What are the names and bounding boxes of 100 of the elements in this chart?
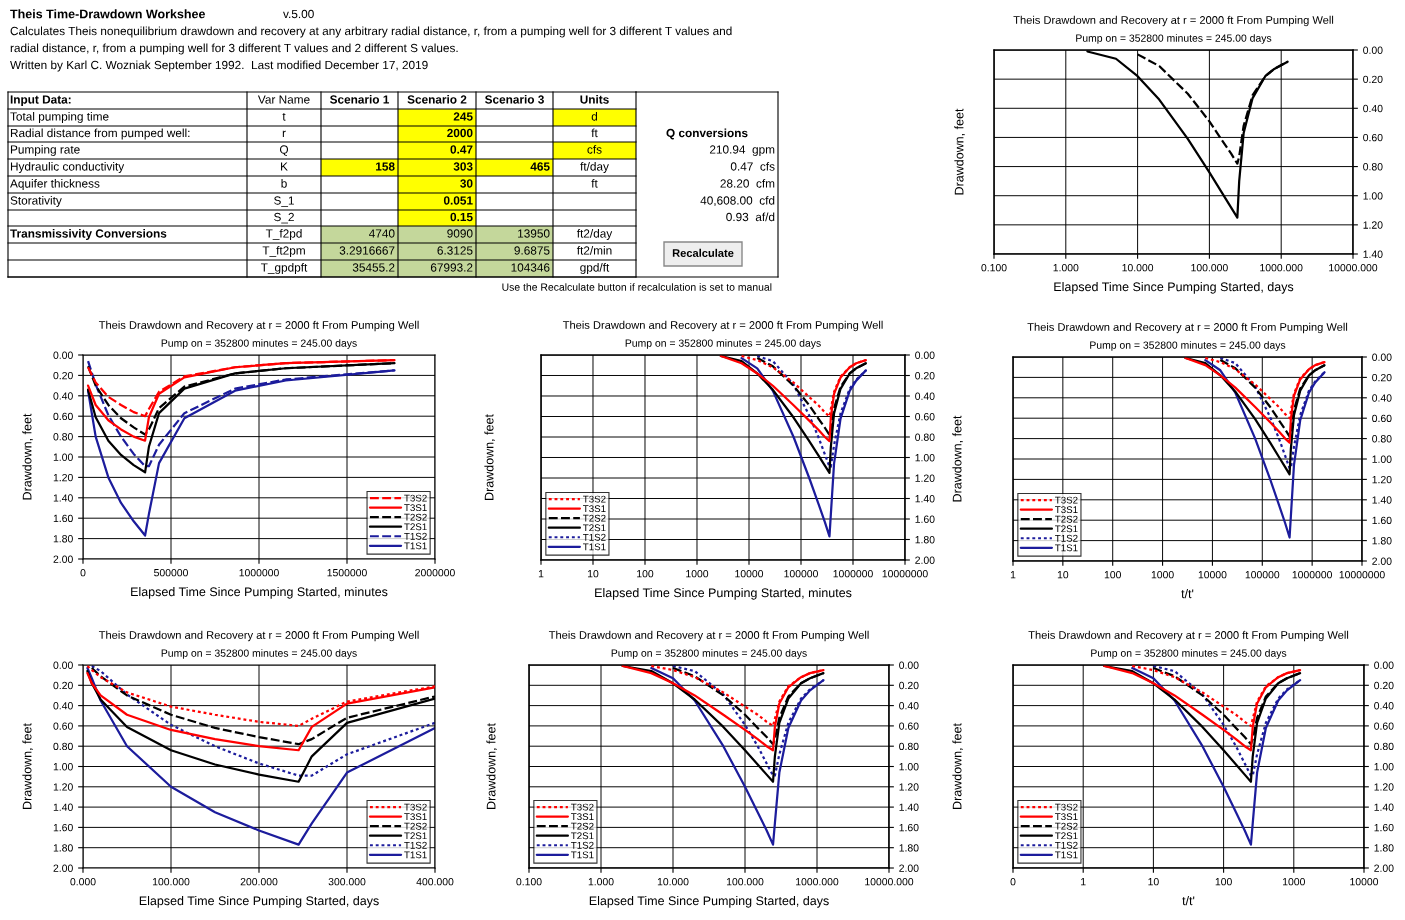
y2-tick-label: 0.20 [915,372,935,380]
x-tick-label: 1000 [1151,571,1174,579]
y-tick-label: 2.00 [53,555,73,563]
x-tick-label: 1000 [686,570,709,578]
x-axis-title: Elapsed Time Since Pumping Started, days [589,896,829,908]
y2-tick-label: 0.00 [1363,46,1383,54]
y2-tick-label: 1.20 [1363,221,1383,229]
y-tick-label: 1.20 [53,473,73,482]
legend-label: T1S2 [1055,841,1078,849]
y2-tick-label: 1.40 [1374,803,1394,811]
y2-tick-label: 0.80 [915,433,935,441]
legend-label: T2S1 [1055,525,1078,533]
y2-tick-label: 1.00 [899,763,919,771]
text: 13950 [518,229,550,238]
text: gpd/ft [580,263,610,274]
y2-tick-label: 0.60 [1363,133,1383,142]
x-tick-label: 1000000 [1292,571,1333,579]
y-tick-label: 0.00 [53,351,73,359]
text: Scenario 1 [329,95,390,104]
y2-tick-label: 2.00 [1374,864,1394,872]
x-tick-label: 1000.000 [1260,264,1303,272]
text: ft2/day [576,229,613,240]
y-axis-title: Drawdown, feet [22,723,34,809]
text: d [591,112,598,121]
text: cfs [587,145,602,154]
y2-tick-label: 1.00 [915,454,935,462]
text: 0.47 [450,145,473,154]
y2-tick-label: 1.60 [899,823,919,832]
y2-tick-label: 1.40 [915,495,935,503]
legend-label: T3S1 [1055,506,1078,514]
x-tick-label: 10 [1057,571,1069,579]
y2-tick-label: 0.20 [899,681,919,690]
text: 67993.2 [430,263,473,272]
x-tick-label: 10000000 [1339,571,1385,579]
legend-label: T3S2 [404,803,427,811]
legend-label: T2S1 [404,523,427,531]
x-tick-label: 10000 [1350,878,1379,886]
legend-label: T2S2 [1055,822,1078,830]
chart-title: Theis Drawdown and Recovery at r = 2000 ft From Pumping Well [1027,322,1348,334]
y2-tick-label: 0.00 [915,351,935,359]
x-tick-label: 1500000 [327,569,367,577]
text: Use the Recalculate button if recalculation is set to manual [502,283,772,291]
y2-tick-label: 0.00 [899,661,919,669]
y2-tick-label: 0.00 [1372,353,1392,361]
y-axis-title: Drawdown, feet [952,723,964,809]
text: Var Name [257,95,310,104]
x-tick-label: 0.100 [981,264,1007,272]
x-tick-label: 10.000 [1122,264,1154,272]
x-tick-label: 10.000 [657,878,689,886]
legend-label: T1S2 [404,532,427,540]
text: 6.3125 [437,246,473,255]
x-tick-label: 100 [1215,878,1232,886]
text: Pumping rate [10,145,80,156]
chart-title: Theis Drawdown and Recovery at r = 2000 ft From Pumping Well [548,630,869,642]
y2-tick-label: 0.60 [899,722,919,730]
text: 9.6875 [514,246,550,255]
x-tick-label: 10000000 [882,570,928,578]
y2-tick-label: 0.80 [899,742,919,751]
x-tick-label: 200.000 [240,878,278,886]
text: ft [591,179,598,188]
text: Input Data: [10,95,71,106]
y2-tick-label: 1.80 [899,844,919,852]
legend-label: T2S1 [404,832,427,840]
y2-tick-label: 2.00 [915,556,935,564]
y2-tick-label: 1.20 [1372,475,1392,484]
legend-label: T3S2 [583,495,606,503]
text: S_1 [274,196,294,207]
y-axis-title: Drawdown, feet [952,415,964,502]
text: Theis Time-Drawdown Workshee [10,9,205,19]
y-tick-label: 1.40 [53,494,73,502]
chart-title: Theis Drawdown and Recovery at r = 2000 ft From Pumping Well [1013,15,1334,27]
y-tick-label: 1.00 [53,453,73,461]
text: T_f2pd [265,229,302,240]
text: Radial distance from pumped well: [10,128,190,140]
x-axis-title: Elapsed Time Since Pumping Started, days [1054,282,1294,294]
x-tick-label: 0 [1010,878,1016,886]
text: T_gpdpft [260,263,308,274]
y2-tick-label: 1.80 [915,536,935,544]
text: 30 [460,179,473,188]
y2-tick-label: 1.00 [1374,763,1394,771]
legend-label: T2S1 [571,832,594,840]
y2-tick-label: 0.80 [1372,435,1392,443]
y2-tick-label: 0.40 [1372,394,1392,402]
text: 104346 [511,263,550,272]
x-tick-label: 1.000 [1053,264,1079,272]
y2-tick-label: 1.40 [899,803,919,811]
text: S_2 [274,212,294,224]
text: 0.15 [450,212,473,222]
text: Transmissivity Conversions [10,229,167,240]
legend-label: T1S2 [404,841,427,849]
chart-subtitle: Pump on = 352800 minutes = 245.00 days [161,339,357,349]
x-tick-label: 1000000 [833,570,873,578]
y-tick-label: 0.60 [53,722,73,730]
text: 28.20 cfm [720,179,775,188]
x-tick-label: 0 [80,569,86,577]
y-tick-label: 1.80 [53,535,73,543]
x-tick-label: 1.000 [588,878,614,886]
y2-tick-label: 0.40 [915,392,935,400]
x-tick-label: 100 [637,570,654,578]
x-tick-label: 1000 [1283,878,1305,886]
